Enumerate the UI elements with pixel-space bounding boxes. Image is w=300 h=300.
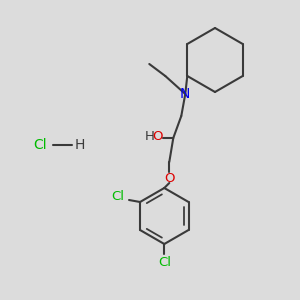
Text: Cl: Cl (112, 190, 124, 203)
Text: H: H (144, 130, 154, 143)
Text: Cl: Cl (158, 256, 171, 268)
Text: Cl: Cl (33, 138, 47, 152)
Text: O: O (164, 172, 175, 184)
Text: H: H (75, 138, 85, 152)
Text: O: O (152, 130, 163, 143)
Text: N: N (180, 87, 190, 101)
